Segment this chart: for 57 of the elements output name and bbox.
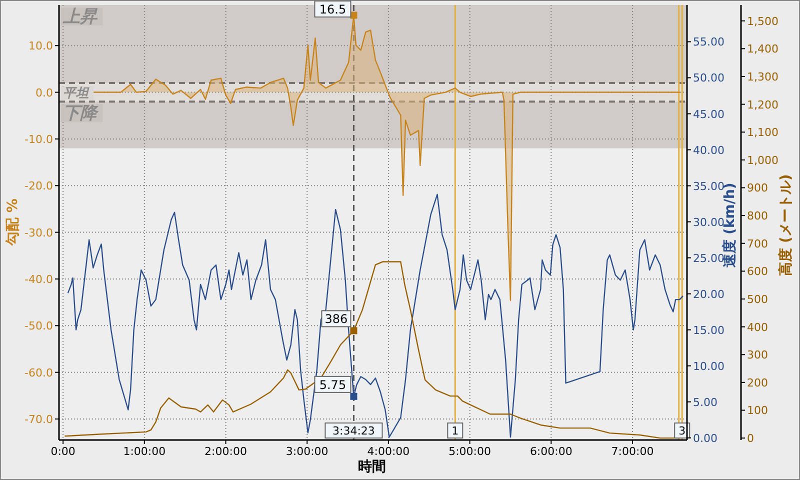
y3-tick-label: 300	[747, 348, 768, 362]
band-label: 平坦	[63, 85, 90, 100]
y-tick-label: -50.0	[24, 320, 53, 333]
x-tick-label: 1:00:00	[123, 445, 166, 458]
data-label: 386	[324, 312, 348, 326]
y2-tick-label: 30.00	[693, 216, 724, 229]
y3-tick-label: 1,400	[747, 42, 778, 56]
y-tick-label: -20.0	[24, 180, 53, 193]
data-label: 16.5	[319, 2, 346, 16]
y3-tick-label: 1,500	[747, 14, 778, 28]
y3-tick-label: 800	[747, 210, 768, 223]
y3-axis-title: 高度 (メートル)	[777, 174, 794, 276]
y3-tick-label: 100	[747, 404, 768, 418]
y2-tick-label: 45.00	[693, 108, 724, 121]
y-tick-label: -40.0	[24, 272, 53, 286]
band-label: 上昇	[62, 7, 98, 27]
data-label: 5.75	[319, 378, 346, 392]
y2-tick-label: 10.00	[693, 360, 724, 373]
y-tick-label: -60.0	[24, 366, 53, 380]
y3-tick-label: 1,200	[747, 98, 778, 112]
y2-tick-label: 55.00	[693, 36, 724, 49]
x-tick-label: 4:00:00	[367, 445, 410, 458]
x-tick-label: 2:00:00	[204, 445, 247, 458]
y2-tick-label: 15.00	[693, 324, 724, 337]
x-tick-label: 5:00:00	[448, 445, 492, 458]
x-tick-label: 6:00:00	[530, 445, 572, 458]
x-tick-label: 0:00	[50, 445, 76, 458]
annotation: 1	[452, 424, 459, 438]
x-tick-label: 3:00:00	[286, 445, 328, 458]
y-tick-label: -30.0	[24, 226, 53, 240]
y3-tick-label: 1,000	[747, 154, 778, 167]
y3-tick-label: 900	[747, 182, 768, 195]
y2-tick-label: 35.00	[693, 180, 724, 193]
y3-tick-label: 1,100	[747, 126, 778, 140]
x-axis-title: 時間	[358, 459, 386, 475]
y-tick-label: -70.0	[24, 412, 53, 426]
y3-tick-label: 700	[747, 237, 768, 250]
y3-tick-label: 0	[747, 432, 754, 446]
y-tick-label: 10.0	[28, 40, 53, 53]
annotation: 3:34:23	[332, 424, 375, 438]
annotation: 3	[678, 424, 686, 438]
y2-tick-label: 25.00	[693, 252, 724, 265]
y3-tick-label: 200	[747, 376, 768, 390]
x-tick-label: 7:00:00	[611, 445, 654, 458]
y-tick-label: -10.0	[24, 132, 53, 146]
y-axis-title: 勾配 %	[5, 198, 21, 246]
y2-tick-label: 0.00	[693, 432, 718, 445]
y2-tick-label: 50.00	[693, 72, 724, 85]
band-label: 下降	[63, 104, 99, 124]
y2-tick-label: 20.00	[693, 288, 724, 301]
y3-tick-label: 400	[747, 320, 768, 334]
y2-tick-label: 40.00	[693, 144, 724, 157]
y3-tick-label: 600	[747, 265, 768, 278]
y-tick-label: 0.0	[36, 86, 53, 100]
y3-tick-label: 500	[747, 292, 768, 306]
y2-tick-label: 5.00	[693, 396, 718, 409]
y3-tick-label: 1,300	[747, 70, 778, 84]
